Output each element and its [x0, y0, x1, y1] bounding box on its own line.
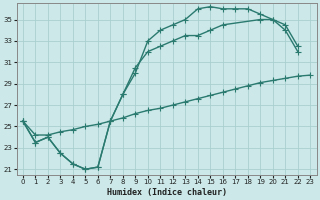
- X-axis label: Humidex (Indice chaleur): Humidex (Indice chaleur): [107, 188, 227, 197]
